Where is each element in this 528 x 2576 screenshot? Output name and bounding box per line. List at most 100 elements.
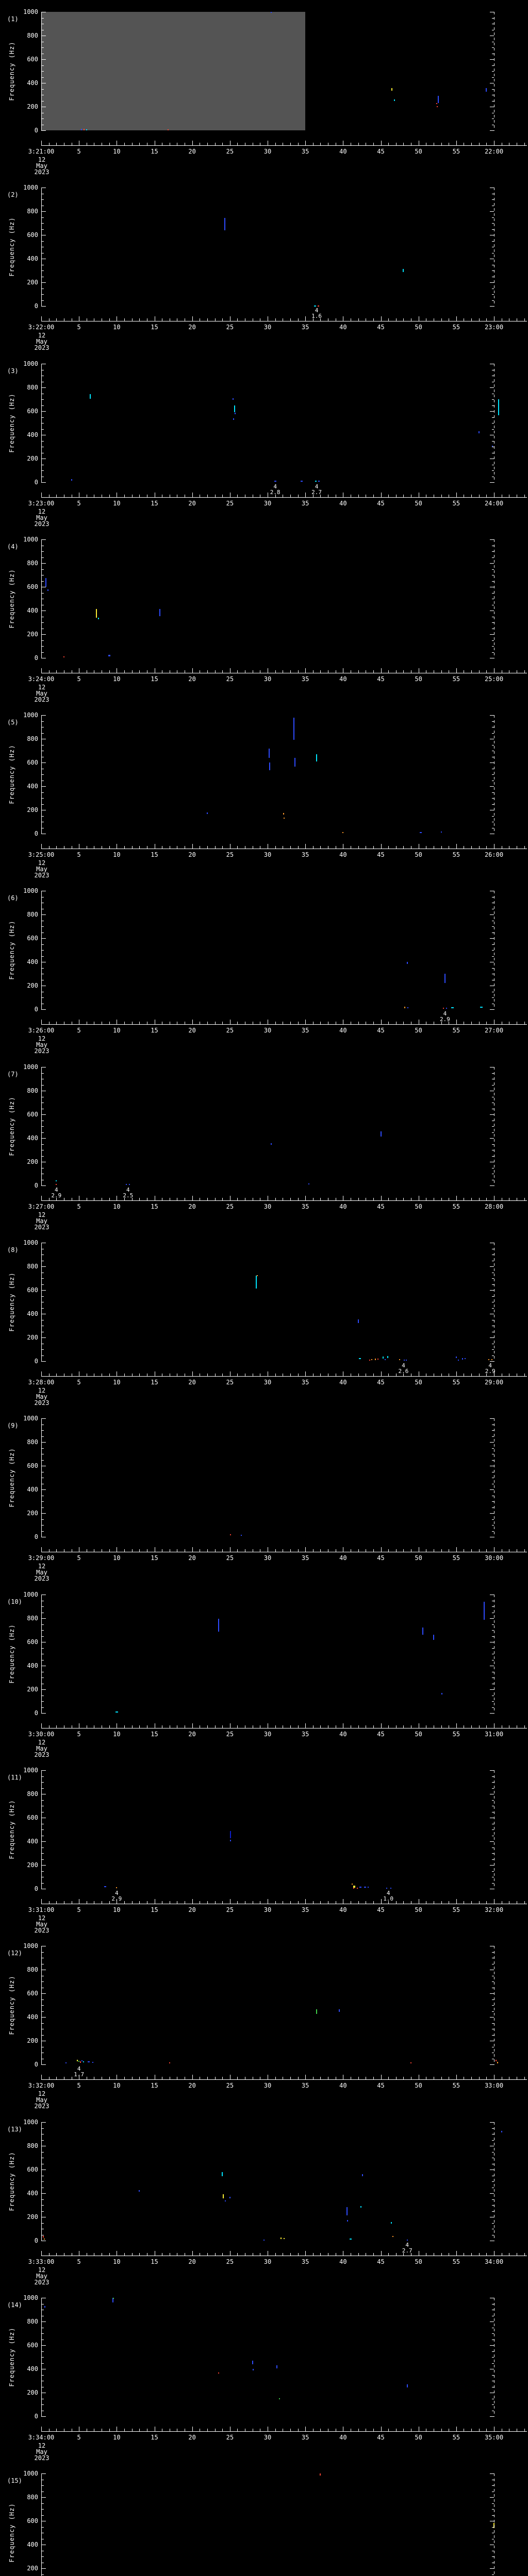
spectrogram-panel: 0 200 400 600 800 1000 5 10 15 20 25 30 35 40 45 50 55 3:… xyxy=(0,0,528,176)
detection-mark xyxy=(82,2061,84,2062)
x-minor-tick xyxy=(373,1549,374,1552)
y-tick-right xyxy=(490,1865,494,1866)
x-tick-label: 15 xyxy=(151,1906,158,1913)
x-minor-tick xyxy=(298,1901,299,1904)
detection-mark xyxy=(353,1887,354,1889)
y-tick-right xyxy=(492,2527,494,2528)
y-tick-label: 800 xyxy=(27,911,38,918)
y-tick-label: 0 xyxy=(34,1182,38,1189)
x-minor-tick xyxy=(298,1374,299,1376)
x-tick-label: 15 xyxy=(151,324,158,331)
x-minor-tick xyxy=(313,1198,314,1200)
y-tick xyxy=(42,2017,46,2018)
x-minor-tick xyxy=(207,1725,208,1728)
x-minor-tick xyxy=(290,670,291,673)
detection-mark xyxy=(393,99,395,101)
y-tick-right xyxy=(492,1507,494,1508)
detection-mark xyxy=(271,1143,272,1145)
x-minor-tick xyxy=(313,670,314,673)
x-minor-tick xyxy=(313,2429,314,2431)
spectrogram-panel: 0 200 400 600 800 1000 5 10 15 20 25 30 35 40 45 50 55 3:… xyxy=(0,879,528,1055)
x-major-tick xyxy=(456,668,457,673)
x-minor-tick xyxy=(207,1549,208,1552)
x-minor-tick xyxy=(441,1198,442,1200)
detection-mark xyxy=(455,1356,457,1359)
y-tick xyxy=(42,926,44,927)
detection-mark xyxy=(56,1180,57,1181)
date-line: 12 xyxy=(38,2442,46,2449)
y-tick xyxy=(42,1531,44,1532)
y-tick xyxy=(42,77,44,78)
y-tick-label: 600 xyxy=(27,2166,38,2173)
x-minor-tick xyxy=(215,1374,216,1376)
y-axis-title: Frequency (Hz) xyxy=(8,41,15,101)
x-minor-tick xyxy=(298,670,299,673)
y-tick-right xyxy=(490,2416,494,2417)
detection-mark xyxy=(218,2372,219,2374)
y-tick-right xyxy=(492,1525,494,1526)
x-minor-tick xyxy=(237,1374,238,1376)
y-tick-label: 400 xyxy=(27,1486,38,1493)
y-tick-right xyxy=(490,715,494,716)
x-minor-tick xyxy=(290,495,291,497)
x-major-tick xyxy=(381,493,382,497)
y-tick xyxy=(42,1126,44,1127)
y-tick xyxy=(42,241,44,242)
x-start-time-label: 3:26:00 xyxy=(28,1027,55,1034)
x-minor-tick xyxy=(524,1374,525,1376)
x-minor-tick xyxy=(298,2077,299,2079)
x-major-tick xyxy=(456,493,457,497)
x-minor-tick xyxy=(207,2429,208,2431)
y-tick xyxy=(42,1442,46,1443)
y-tick xyxy=(42,1436,44,1437)
x-minor-tick xyxy=(215,1725,216,1728)
x-tick-label: 5 xyxy=(77,2434,81,2441)
y-tick-right xyxy=(492,470,494,471)
y-axis xyxy=(41,1067,42,1186)
x-tick-label: 35 xyxy=(301,1027,309,1034)
x-minor-tick xyxy=(124,1725,125,1728)
event-magnitude-label: 1.0 xyxy=(383,1895,394,1902)
x-tick-label: 30 xyxy=(263,324,272,331)
date-line: 12 xyxy=(38,1563,46,1570)
y-tick xyxy=(42,65,44,66)
x-major-tick xyxy=(456,1723,457,1728)
panel-index-label: (13) xyxy=(7,2126,22,2133)
x-minor-tick xyxy=(237,670,238,673)
x-minor-tick xyxy=(132,1198,133,1200)
x-minor-tick xyxy=(290,2077,291,2079)
x-minor-tick xyxy=(237,1901,238,1904)
x-tick-label: 40 xyxy=(339,1906,347,1913)
y-tick xyxy=(42,306,46,307)
x-minor-tick xyxy=(486,1901,487,1904)
x-tick-label: 25 xyxy=(226,1906,234,1913)
detection-mark xyxy=(235,412,236,414)
x-minor-tick xyxy=(403,1901,404,1904)
x-start-time-label: 3:29:00 xyxy=(28,1554,55,1562)
y-tick-label: 200 xyxy=(27,806,38,814)
x-tick-label: 45 xyxy=(377,148,385,155)
y-tick-label: 1000 xyxy=(23,8,38,15)
y-tick-right xyxy=(492,581,494,582)
y-tick-right xyxy=(490,938,494,939)
x-minor-tick xyxy=(358,1549,359,1552)
x-tick-label: 5 xyxy=(77,324,81,331)
detection-mark xyxy=(318,481,320,482)
y-tick-right xyxy=(492,1624,494,1625)
x-end-time-label: 23:00 xyxy=(484,324,504,331)
y-tick-right xyxy=(492,2509,494,2510)
x-tick-label: 35 xyxy=(301,1906,309,1913)
event-count-label: 4 xyxy=(126,1187,130,1193)
x-axis xyxy=(41,2431,527,2432)
y-tick-right xyxy=(492,1871,494,1872)
x-minor-tick xyxy=(298,318,299,321)
x-minor-tick xyxy=(388,1725,389,1728)
detection-mark xyxy=(390,2222,392,2224)
x-minor-tick xyxy=(290,318,291,321)
y-tick-right xyxy=(492,2205,494,2206)
y-tick xyxy=(42,938,46,939)
y-axis xyxy=(41,2473,42,2576)
y-tick-right xyxy=(492,652,494,653)
x-minor-tick xyxy=(139,2429,140,2431)
